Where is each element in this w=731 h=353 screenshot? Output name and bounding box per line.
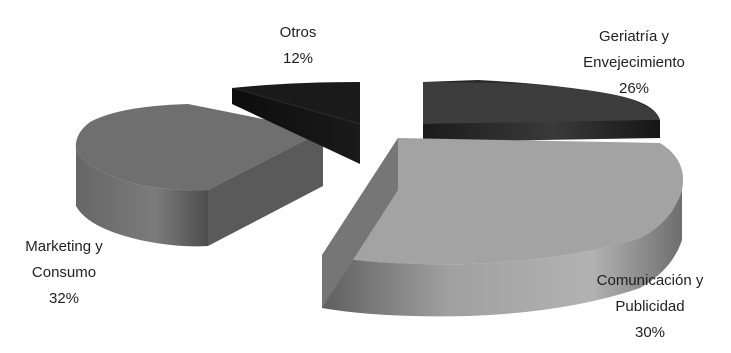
slice-label-comunicacion-line2: Publicidad: [615, 298, 684, 315]
slice-label-marketing-line1: Marketing y: [25, 238, 103, 255]
slice-comunicacion-top: [322, 138, 684, 265]
slice-label-comunicacion-line1: Comunicación y: [597, 272, 704, 289]
slice-label-otros-value: 12%: [283, 50, 313, 67]
slice-label-otros: Otros 12%: [280, 24, 317, 67]
slice-geriatria: [423, 80, 660, 142]
slice-comunicacion-cut: [322, 138, 398, 308]
slice-geriatria-front: [423, 120, 660, 142]
slice-label-comunicacion: Comunicación y Publicidad 30%: [597, 272, 704, 341]
slice-label-geriatria: Geriatría y Envejecimiento 26%: [583, 28, 685, 97]
slice-label-marketing: Marketing y Consumo 32%: [25, 238, 103, 307]
slice-label-marketing-value: 32%: [49, 290, 79, 307]
slice-marketing-top: [75, 104, 324, 191]
slice-geriatria-top: [423, 82, 660, 124]
slice-comunicacion-side: [322, 190, 682, 317]
slice-label-geriatria-line1: Geriatría y: [599, 28, 670, 45]
slice-label-otros-line1: Otros: [280, 24, 317, 41]
slice-label-marketing-line2: Consumo: [32, 264, 96, 281]
slice-otros: [232, 82, 360, 164]
slice-label-comunicacion-value: 30%: [635, 324, 665, 341]
slice-label-geriatria-value: 26%: [619, 80, 649, 97]
slice-comunicacion: [322, 138, 684, 317]
slice-otros-top: [232, 82, 360, 124]
slice-marketing-front: [76, 150, 208, 247]
slice-marketing: [75, 104, 324, 247]
slice-marketing-cut: [208, 131, 323, 246]
slice-label-geriatria-line2: Envejecimiento: [583, 54, 685, 71]
slice-otros-side: [232, 88, 360, 164]
